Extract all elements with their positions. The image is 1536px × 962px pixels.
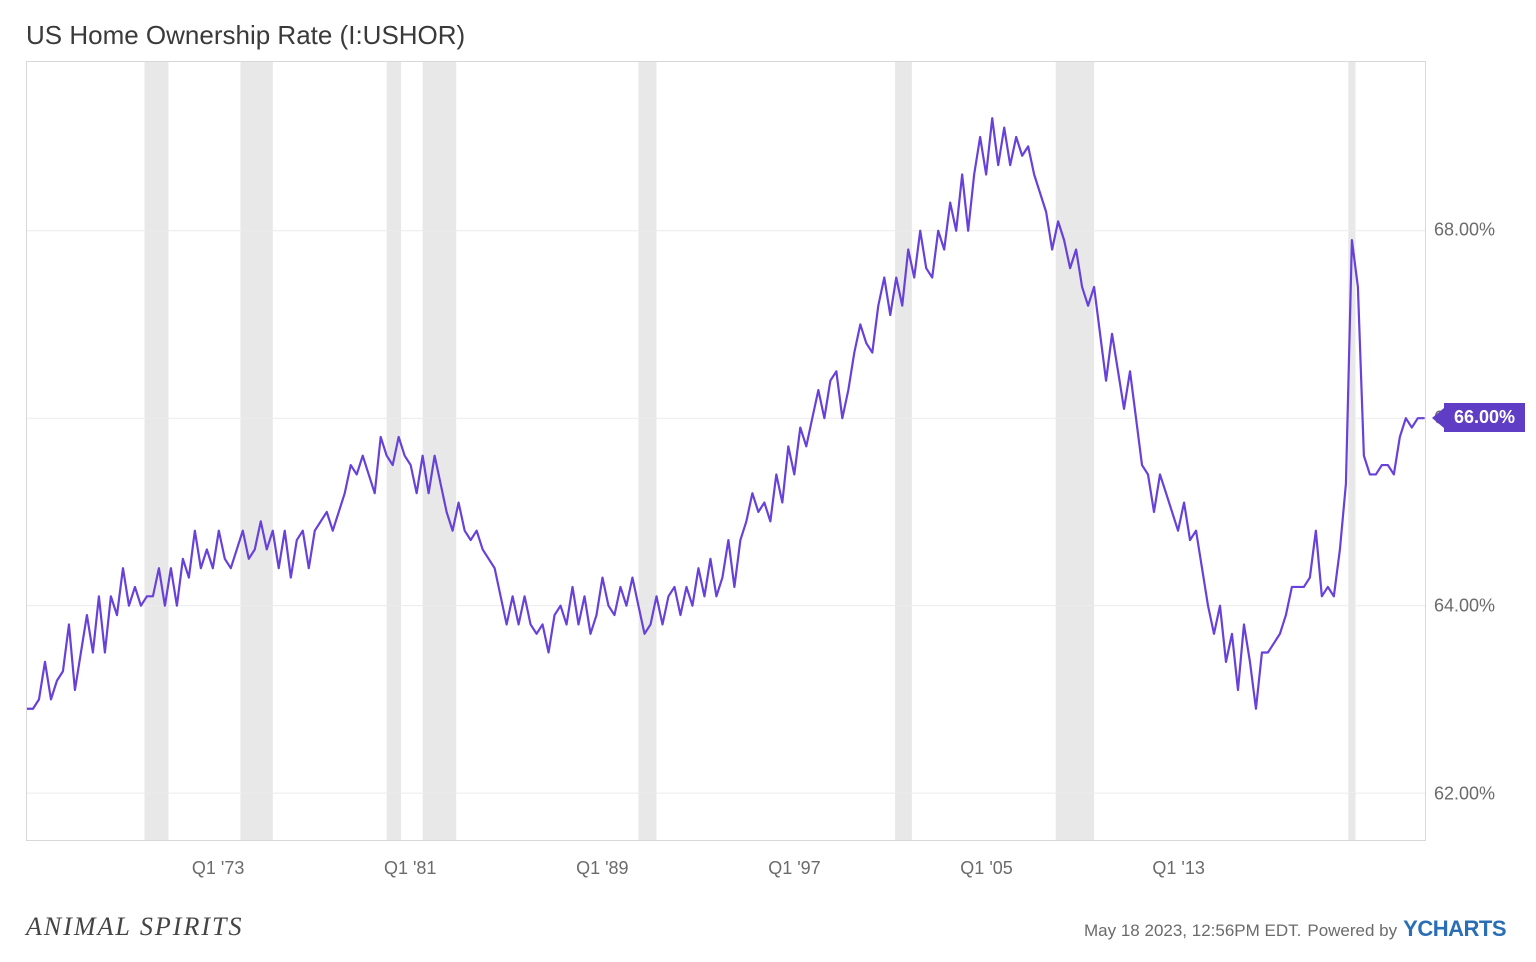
footer-timestamp: May 18 2023, 12:56PM EDT. (1084, 921, 1301, 941)
x-tick-label: Q1 '73 (192, 858, 244, 879)
chart-svg (27, 62, 1425, 840)
footer-powered-by: Powered by (1307, 921, 1397, 941)
footer-attribution: May 18 2023, 12:56PM EDT. Powered by YCH… (1084, 916, 1506, 942)
ycharts-logo: YCHARTS (1403, 916, 1506, 942)
x-tick-label: Q1 '81 (384, 858, 436, 879)
value-callout: 66.00% (1444, 403, 1525, 432)
y-axis: 62.00% 64.00% 66.00% 68.00% (1430, 61, 1520, 841)
callout-label: 66.00% (1454, 407, 1515, 427)
x-tick-label: Q1 '97 (768, 858, 820, 879)
y-tick-label: 64.00% (1434, 596, 1495, 617)
footer-brand-left: ANIMAL SPIRITS (26, 912, 243, 942)
plot-area (26, 61, 1426, 841)
chart-container: US Home Ownership Rate (I:USHOR) 62.00% 6… (20, 20, 1516, 942)
chart-title: US Home Ownership Rate (I:USHOR) (26, 20, 1516, 51)
y-tick-label: 68.00% (1434, 220, 1495, 241)
x-axis: Q1 '73 Q1 '81 Q1 '89 Q1 '97 Q1 '05 Q1 '13 (26, 852, 1426, 882)
x-tick-label: Q1 '05 (960, 858, 1012, 879)
x-tick-label: Q1 '13 (1152, 858, 1204, 879)
x-tick-label: Q1 '89 (576, 858, 628, 879)
chart-footer: ANIMAL SPIRITS May 18 2023, 12:56PM EDT.… (26, 912, 1506, 942)
y-tick-label: 62.00% (1434, 784, 1495, 805)
